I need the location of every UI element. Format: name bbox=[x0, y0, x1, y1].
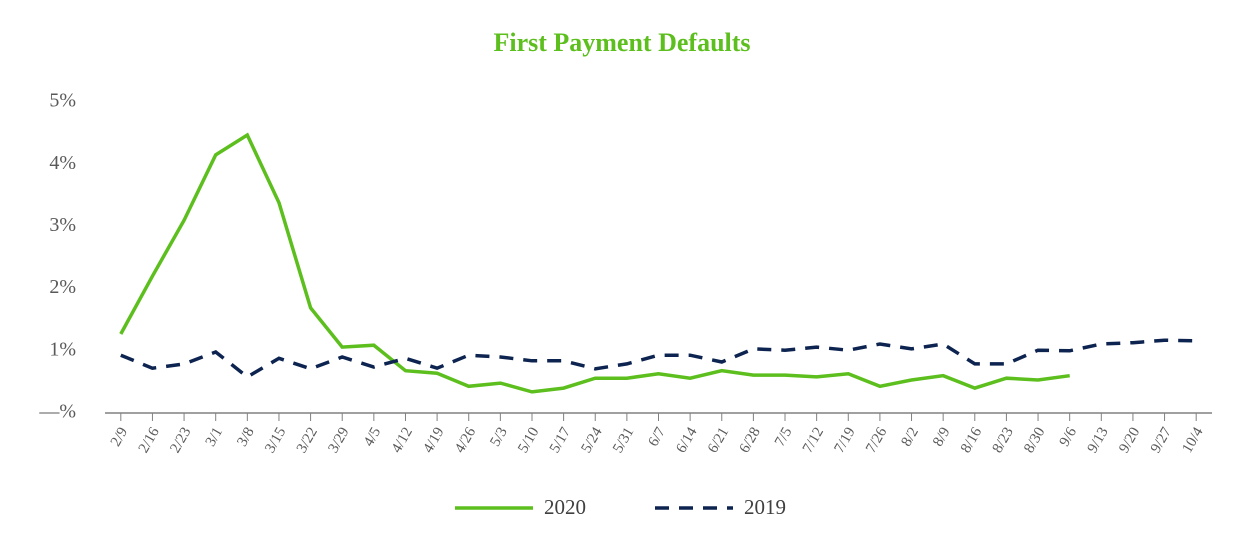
x-tick-label: 3/29 bbox=[325, 425, 352, 456]
x-tick-label: 2/9 bbox=[108, 425, 131, 450]
x-tick-label: 10/4 bbox=[1179, 424, 1206, 456]
x-tick-label: 9/20 bbox=[1116, 425, 1143, 456]
x-tick-label: 5/17 bbox=[547, 424, 574, 456]
x-tick-label: 8/30 bbox=[1021, 425, 1048, 456]
x-tick-label: 8/9 bbox=[930, 425, 953, 450]
x-tick-label: 6/21 bbox=[705, 425, 732, 456]
x-tick-label: 3/8 bbox=[234, 425, 257, 450]
y-tick-label: 5% bbox=[49, 90, 76, 112]
line-series bbox=[120, 338, 1197, 380]
x-tick-label: 6/28 bbox=[737, 425, 764, 456]
x-tick-label: 5/3 bbox=[487, 425, 510, 450]
x-tick-label: 9/27 bbox=[1148, 424, 1175, 456]
y-tick-label: 2% bbox=[49, 276, 76, 298]
x-tick-label: 4/19 bbox=[420, 425, 447, 456]
chart-title: First Payment Defaults bbox=[493, 28, 750, 57]
x-tick-label: 7/19 bbox=[832, 425, 859, 456]
x-tick-label: 3/15 bbox=[262, 425, 289, 456]
x-tick-label: 2/16 bbox=[136, 424, 163, 456]
x-tick-label: 2/23 bbox=[167, 425, 194, 456]
x-tick-label: 5/24 bbox=[578, 424, 605, 456]
x-tick-label: 4/12 bbox=[389, 425, 416, 456]
y-tick-label: —% bbox=[38, 401, 76, 423]
x-tick-label: 8/23 bbox=[990, 425, 1017, 456]
x-tick-label: 5/10 bbox=[515, 425, 542, 456]
y-tick-label: 3% bbox=[49, 214, 76, 236]
line-series bbox=[119, 132, 1070, 394]
x-tick-label: 3/22 bbox=[294, 425, 321, 456]
x-tick-label: 8/16 bbox=[958, 424, 985, 456]
y-tick-label: 4% bbox=[49, 152, 76, 174]
x-tick-label: 9/6 bbox=[1057, 424, 1081, 449]
x-tick-label: 7/5 bbox=[772, 425, 795, 450]
x-tick-label: 7/26 bbox=[863, 424, 890, 456]
x-tick-label: 4/26 bbox=[452, 424, 479, 456]
x-tick-label: 6/7 bbox=[645, 424, 669, 449]
legend-label: 2020 bbox=[544, 495, 586, 519]
x-tick-label: 7/12 bbox=[800, 425, 827, 456]
x-tick-label: 9/13 bbox=[1085, 425, 1112, 456]
x-tick-label: 4/5 bbox=[361, 425, 384, 450]
x-tick-label: 3/1 bbox=[203, 425, 226, 450]
x-tick-label: 5/31 bbox=[610, 425, 637, 456]
y-tick-label: 1% bbox=[49, 338, 76, 360]
x-tick-label: 6/14 bbox=[673, 424, 700, 456]
legend-label: 2019 bbox=[744, 495, 786, 519]
x-tick-label: 8/2 bbox=[899, 425, 922, 450]
